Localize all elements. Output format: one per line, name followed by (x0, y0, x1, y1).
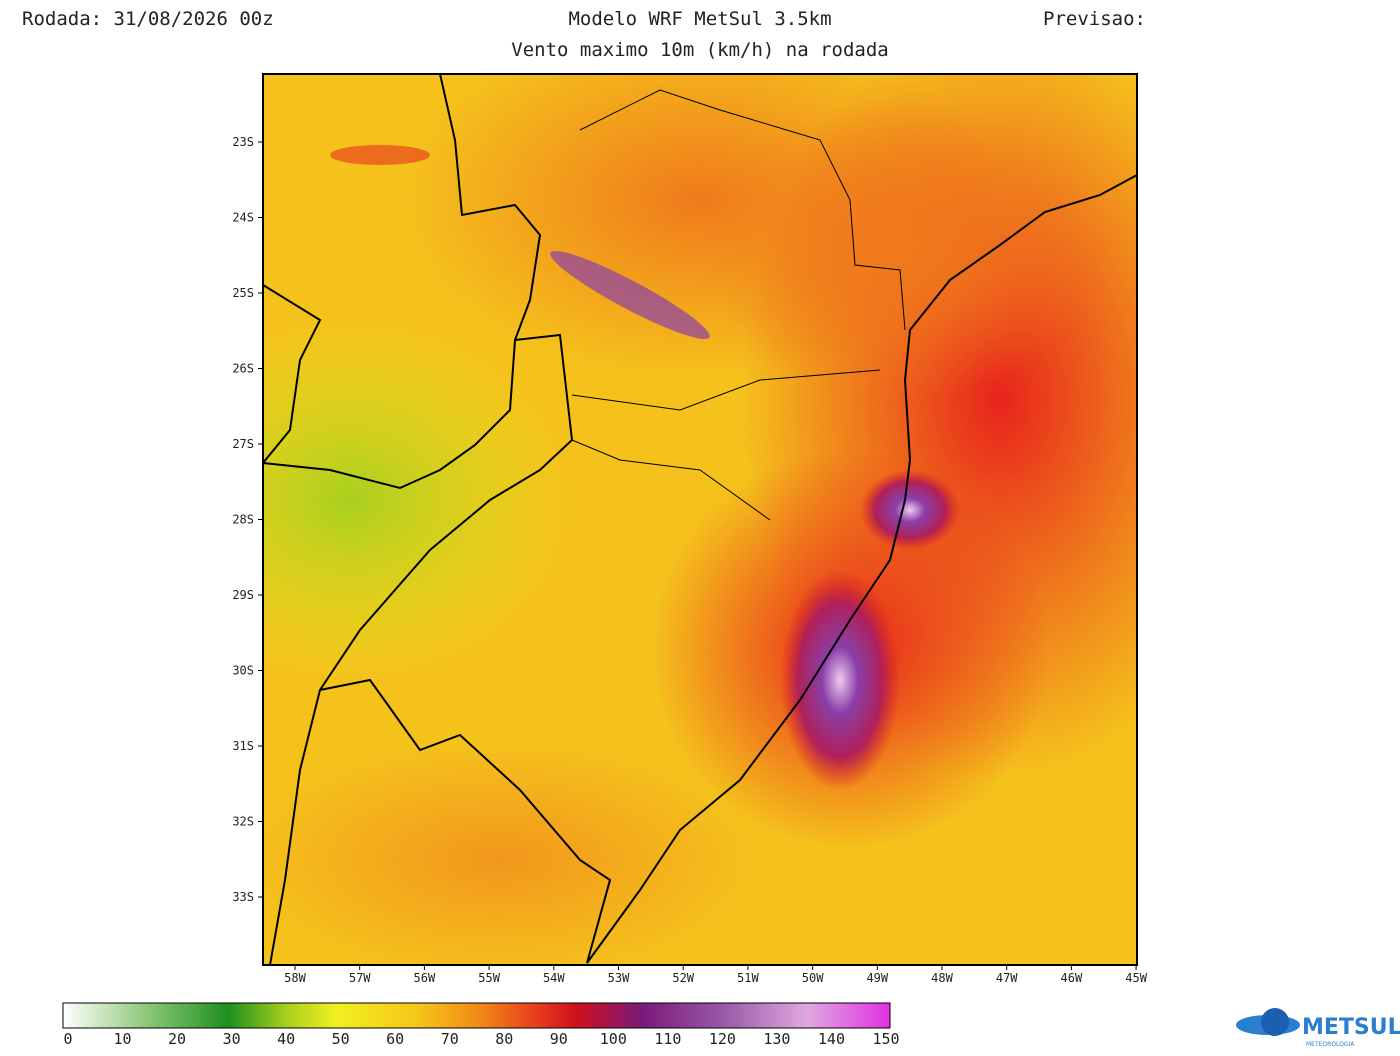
lat-label: 33S (232, 890, 254, 904)
logo-name: METSUL (1302, 1015, 1400, 1040)
logo: METSUL METEOROLOGIA (1236, 1008, 1400, 1048)
colorbar-label: 60 (386, 1030, 404, 1048)
colorbar-label: 30 (223, 1030, 241, 1048)
lon-label: 53W (608, 971, 630, 985)
lat-label: 23S (232, 135, 254, 149)
colorbar-label: 20 (168, 1030, 186, 1048)
colorbar (62, 1002, 891, 1029)
wind-field (263, 74, 1137, 965)
model-title: Modelo WRF MetSul 3.5km (568, 8, 831, 30)
lon-label: 47W (996, 971, 1018, 985)
lat-label: 27S (232, 437, 254, 451)
colorbar-label: 120 (709, 1030, 736, 1048)
lon-label: 54W (543, 971, 565, 985)
logo-tagline: METEOROLOGIA (1306, 1041, 1355, 1048)
lon-label: 45W (1125, 971, 1147, 985)
colorbar-label: 130 (763, 1030, 790, 1048)
subtitle: Vento maximo 10m (km/h) na rodada (511, 39, 889, 61)
colorbar-label: 50 (332, 1030, 350, 1048)
forecast-label: Previsao: (1043, 8, 1146, 30)
lon-label: 46W (1061, 971, 1083, 985)
lon-label: 49W (866, 971, 888, 985)
colorbar-label: 150 (872, 1030, 899, 1048)
lat-label: 32S (232, 815, 254, 829)
lat-label: 30S (232, 664, 254, 678)
colorbar-label: 100 (600, 1030, 627, 1048)
lat-label: 31S (232, 739, 254, 753)
lon-label: 48W (931, 971, 953, 985)
lon-label: 55W (478, 971, 500, 985)
lon-label: 57W (349, 971, 371, 985)
lat-label: 25S (232, 286, 254, 300)
run-label: Rodada: 31/08/2026 00z (22, 8, 274, 30)
colorbar-label: 110 (654, 1030, 681, 1048)
colorbar-label: 40 (277, 1030, 295, 1048)
colorbar-label: 140 (818, 1030, 845, 1048)
lon-label: 50W (802, 971, 824, 985)
lon-label: 56W (414, 971, 436, 985)
lon-label: 51W (737, 971, 759, 985)
lat-label: 29S (232, 588, 254, 602)
colorbar-label: 90 (550, 1030, 568, 1048)
colorbar-label: 10 (114, 1030, 132, 1048)
lat-label: 26S (232, 362, 254, 376)
borders (263, 74, 1137, 965)
colorbar-label: 0 (63, 1030, 72, 1048)
lat-label: 24S (232, 211, 254, 225)
lat-label: 28S (232, 513, 254, 527)
lon-label: 52W (672, 971, 694, 985)
colorbar-label: 70 (441, 1030, 459, 1048)
lon-label: 58W (284, 971, 306, 985)
colorbar-label: 80 (495, 1030, 513, 1048)
